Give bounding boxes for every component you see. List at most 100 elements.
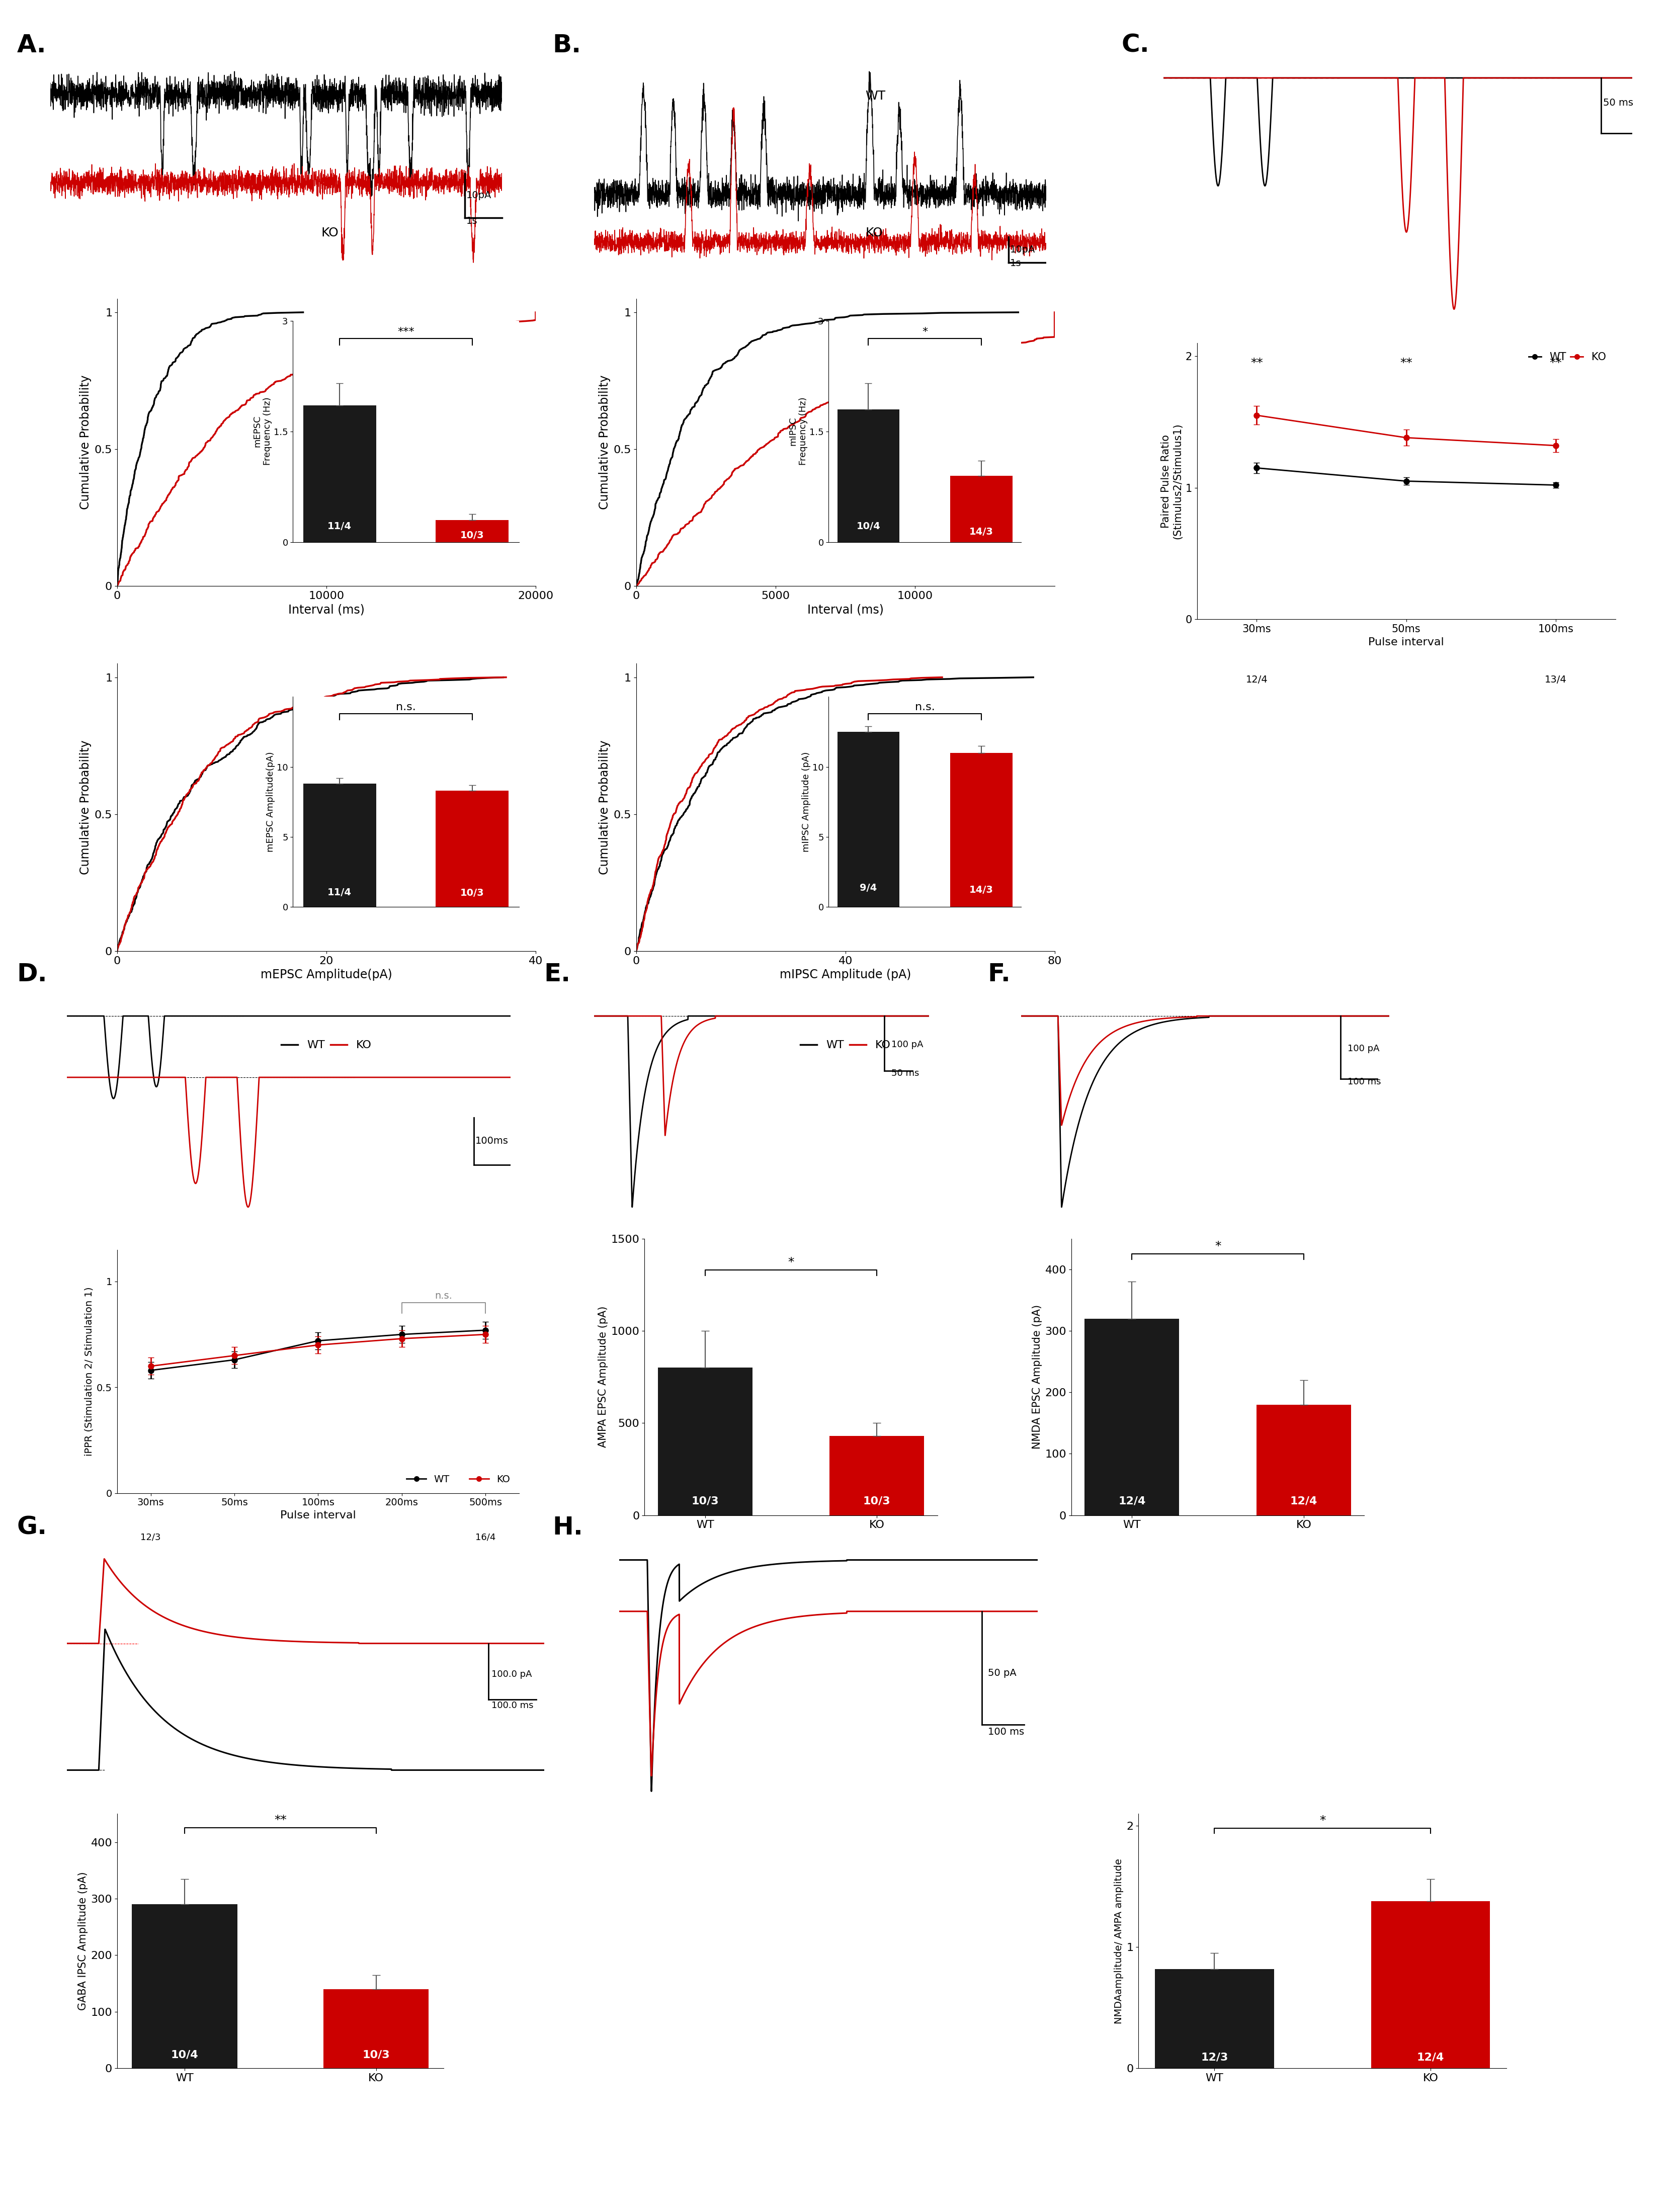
Text: 10pA: 10pA [465,190,492,201]
Text: 10/3: 10/3 [691,1495,718,1506]
Text: 10/3: 10/3 [460,531,484,540]
Text: n.s.: n.s. [916,701,934,712]
Text: 10/4: 10/4 [171,2051,199,2059]
Legend: WT, KO: WT, KO [276,1035,377,1055]
Text: D.: D. [17,962,47,987]
Text: 1s: 1s [1009,259,1021,268]
Bar [837,732,899,907]
Text: 100ms: 100ms [475,1137,509,1146]
Text: *: * [1215,1241,1220,1252]
Bar [132,1905,238,2068]
Text: 14/3: 14/3 [969,885,993,894]
Legend: WT, KO: WT, KO [403,1471,514,1489]
Legend: WT, KO: WT, KO [276,661,377,681]
Text: 12/4: 12/4 [1245,675,1267,684]
Text: **: ** [275,1814,286,1827]
Text: KO: KO [321,228,338,239]
Text: **: ** [1250,356,1262,369]
Y-axis label: mEPSC
Frequency (Hz): mEPSC Frequency (Hz) [253,398,273,465]
Y-axis label: iPPR (Stimulation 2/ Stimulation 1): iPPR (Stimulation 2/ Stimulation 1) [84,1287,94,1455]
Text: 100 pA: 100 pA [1348,1044,1379,1053]
Text: **: ** [1399,356,1413,369]
Legend: WT, KO: WT, KO [1525,347,1610,367]
Y-axis label: Cumulative Probability: Cumulative Probability [599,741,611,874]
Text: *: * [922,327,927,336]
Text: 11/4: 11/4 [328,522,352,531]
Bar [1257,1405,1351,1515]
Y-axis label: Cumulative Probability: Cumulative Probability [80,741,92,874]
Y-axis label: Cumulative Probability: Cumulative Probability [599,376,611,509]
Text: KO: KO [865,228,882,239]
X-axis label: Interval (ms): Interval (ms) [807,604,884,615]
Text: C.: C. [1122,33,1150,58]
Text: B.: B. [552,33,581,58]
Bar [1085,1318,1178,1515]
Text: 50 ms: 50 ms [1604,97,1634,108]
Y-axis label: NMDA EPSC Amplitude (pA): NMDA EPSC Amplitude (pA) [1033,1305,1043,1449]
Bar [1155,1969,1274,2068]
Text: 100 pA: 100 pA [891,1040,922,1048]
Text: 10pA: 10pA [1009,246,1036,254]
Y-axis label: AMPA EPSC Amplitude (pA): AMPA EPSC Amplitude (pA) [598,1307,608,1447]
Bar [830,1436,924,1515]
Text: 10/3: 10/3 [460,887,484,898]
Y-axis label: GABA IPSC Amplitude (pA): GABA IPSC Amplitude (pA) [79,1871,89,2011]
Bar [435,790,509,907]
Text: 50 pA: 50 pA [988,1668,1016,1677]
Text: 1s: 1s [465,217,477,226]
Y-axis label: Cumulative Probability: Cumulative Probability [80,376,92,509]
Text: E.: E. [544,962,571,987]
Text: H.: H. [552,1515,583,1540]
Text: 9/4: 9/4 [860,883,877,894]
X-axis label: mEPSC Amplitude(pA): mEPSC Amplitude(pA) [261,969,392,980]
Bar [658,1367,752,1515]
Text: 14/3: 14/3 [969,526,993,538]
Y-axis label: mIPSC
Frequency (Hz): mIPSC Frequency (Hz) [788,398,809,465]
Bar [951,752,1013,907]
Y-axis label: mIPSC Amplitude (pA): mIPSC Amplitude (pA) [802,752,810,852]
Text: **: ** [1550,356,1562,369]
Text: 12/3: 12/3 [1200,2053,1229,2062]
Text: 100.0 ms: 100.0 ms [492,1701,534,1710]
Text: 10/4: 10/4 [857,522,881,531]
Text: 100.0 pA: 100.0 pA [492,1670,532,1679]
Text: 100 ms: 100 ms [1348,1077,1381,1086]
Text: 12/4: 12/4 [1416,2053,1445,2062]
Text: 12/4: 12/4 [1291,1495,1317,1506]
Text: 11/4: 11/4 [328,887,352,898]
Text: 13/4: 13/4 [1545,675,1567,684]
Text: WT: WT [321,91,341,102]
Text: 10/3: 10/3 [864,1495,891,1506]
Text: 16/4: 16/4 [475,1533,496,1542]
Bar [303,405,377,542]
X-axis label: Pulse interval: Pulse interval [280,1511,357,1520]
Bar [323,1989,429,2068]
X-axis label: Pulse interval: Pulse interval [1368,637,1445,648]
Text: 50 ms: 50 ms [891,1068,919,1077]
X-axis label: mIPSC Amplitude (pA): mIPSC Amplitude (pA) [780,969,911,980]
Y-axis label: NMDAamplitude/ AMPA amplitude: NMDAamplitude/ AMPA amplitude [1113,1858,1123,2024]
Legend: WT, KO: WT, KO [795,1035,896,1055]
Text: A.: A. [17,33,47,58]
Text: WT: WT [865,91,886,102]
Text: n.s.: n.s. [435,1292,452,1301]
Text: F.: F. [988,962,1011,987]
Bar [951,476,1013,542]
Text: ***: *** [397,327,415,336]
Bar [303,783,377,907]
Y-axis label: mEPSC Amplitude(pA): mEPSC Amplitude(pA) [266,752,275,852]
Text: *: * [788,1256,793,1267]
Legend: WT, KO: WT, KO [795,661,896,681]
Y-axis label: Paired Pulse Ratio
(Stimulus2/Stimulus1): Paired Pulse Ratio (Stimulus2/Stimulus1) [1160,422,1182,540]
Text: 10/3: 10/3 [362,2051,390,2059]
Text: 12/4: 12/4 [1118,1495,1145,1506]
Text: n.s.: n.s. [397,701,415,712]
Text: G.: G. [17,1515,47,1540]
Text: 100 ms: 100 ms [988,1728,1024,1736]
Bar [435,520,509,542]
Bar [837,409,899,542]
X-axis label: Interval (ms): Interval (ms) [288,604,365,615]
Bar [1371,1900,1490,2068]
Text: 12/3: 12/3 [141,1533,161,1542]
Text: *: * [1319,1814,1326,1827]
